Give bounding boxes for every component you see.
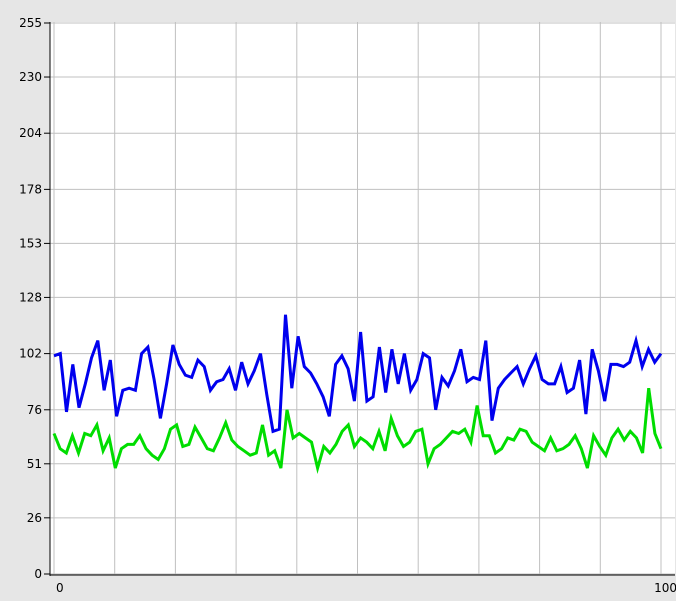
y-tick-label: 102 — [19, 347, 42, 361]
y-tick-label: 26 — [27, 511, 42, 525]
y-tick-label: 51 — [27, 457, 42, 471]
x-tick-label: 0 — [56, 581, 64, 595]
x-axis-ticks: 0 100 — [56, 581, 676, 595]
x-tick-label: 100 — [654, 581, 676, 595]
series-line-2 — [52, 387, 663, 475]
axes — [49, 22, 675, 576]
y-tick-label: 153 — [19, 236, 42, 250]
series-layer — [52, 314, 663, 475]
y-tick-label: 255 — [19, 16, 42, 30]
plot-area — [50, 22, 675, 575]
grid — [50, 22, 675, 575]
y-tick-label: 76 — [27, 403, 42, 417]
y-tick-label: 128 — [19, 290, 42, 304]
y-axis-ticks: 0 26 51 76 102 128 153 178 204 230 255 — [19, 16, 50, 581]
y-tick-label: 230 — [19, 70, 42, 84]
series-line-1 — [53, 314, 663, 434]
y-tick-label: 0 — [34, 567, 42, 581]
y-tick-label: 178 — [19, 182, 42, 196]
y-tick-label: 204 — [19, 126, 42, 140]
